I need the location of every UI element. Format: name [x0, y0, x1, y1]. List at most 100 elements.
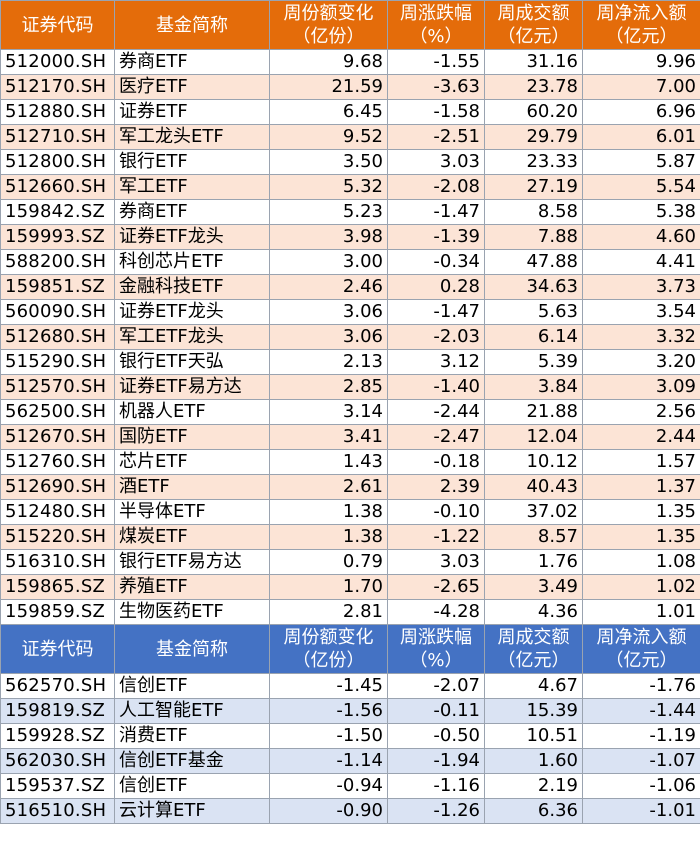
cell-return: -2.44	[387, 399, 485, 425]
outflow-header-row: 证券代码 基金简称 周份额变化 （亿份） 周涨跌幅 （%） 周成交额 （亿元） 周净流…	[0, 624, 700, 674]
cell-net-inflow: 1.35	[582, 524, 700, 550]
cell-turnover: 3.84	[484, 374, 583, 400]
table-row: 512710.SH 军工龙头ETF 9.52 -2.51 29.79 6.01	[0, 124, 700, 150]
cell-code: 159865.SZ	[0, 574, 115, 600]
cell-code: 512670.SH	[0, 424, 115, 450]
table-row: 159851.SZ 金融科技ETF 2.46 0.28 34.63 3.73	[0, 274, 700, 300]
cell-name: 信创ETF	[114, 673, 270, 699]
cell-code: 512760.SH	[0, 449, 115, 475]
cell-turnover: 4.36	[484, 599, 583, 625]
header-code: 证券代码	[0, 0, 115, 50]
cell-share-change: 3.50	[269, 149, 388, 175]
cell-turnover: 31.16	[484, 49, 583, 75]
cell-share-change: 2.13	[269, 349, 388, 375]
cell-name: 国防ETF	[114, 424, 270, 450]
cell-share-change: 9.68	[269, 49, 388, 75]
cell-name: 生物医药ETF	[114, 599, 270, 625]
table-row: 512660.SH 军工ETF 5.32 -2.08 27.19 5.54	[0, 174, 700, 200]
cell-code: 512170.SH	[0, 74, 115, 100]
cell-share-change: -1.50	[269, 723, 388, 749]
cell-turnover: 21.88	[484, 399, 583, 425]
cell-turnover: 5.63	[484, 299, 583, 325]
table-row: 515290.SH 银行ETF天弘 2.13 3.12 5.39 3.20	[0, 349, 700, 375]
cell-return: 3.03	[387, 149, 485, 175]
table-row: 159865.SZ 养殖ETF 1.70 -2.65 3.49 1.02	[0, 574, 700, 600]
cell-name: 金融科技ETF	[114, 274, 270, 300]
table-row: 159842.SZ 券商ETF 5.23 -1.47 8.58 5.38	[0, 199, 700, 225]
cell-return: -1.47	[387, 299, 485, 325]
cell-return: -1.26	[387, 798, 485, 824]
cell-net-inflow: 7.00	[582, 74, 700, 100]
cell-name: 半导体ETF	[114, 499, 270, 525]
cell-net-inflow: -1.44	[582, 698, 700, 724]
cell-turnover: 7.88	[484, 224, 583, 250]
header-return: 周涨跌幅 （%）	[387, 624, 485, 674]
cell-turnover: 10.51	[484, 723, 583, 749]
cell-name: 消费ETF	[114, 723, 270, 749]
cell-code: 562570.SH	[0, 673, 115, 699]
cell-share-change: 3.06	[269, 324, 388, 350]
cell-net-inflow: 1.57	[582, 449, 700, 475]
cell-turnover: 6.36	[484, 798, 583, 824]
cell-net-inflow: 3.54	[582, 299, 700, 325]
cell-share-change: 2.61	[269, 474, 388, 500]
cell-code: 159928.SZ	[0, 723, 115, 749]
table-row: 159819.SZ 人工智能ETF -1.56 -0.11 15.39 -1.44	[0, 698, 700, 724]
cell-net-inflow: 6.96	[582, 99, 700, 125]
cell-turnover: 3.49	[484, 574, 583, 600]
cell-name: 信创ETF基金	[114, 748, 270, 774]
table-row: 560090.SH 证券ETF龙头 3.06 -1.47 5.63 3.54	[0, 299, 700, 325]
cell-turnover: 40.43	[484, 474, 583, 500]
header-turnover: 周成交额 （亿元）	[484, 624, 583, 674]
cell-turnover: 8.57	[484, 524, 583, 550]
cell-code: 512660.SH	[0, 174, 115, 200]
cell-share-change: -1.45	[269, 673, 388, 699]
cell-turnover: 8.58	[484, 199, 583, 225]
cell-code: 512710.SH	[0, 124, 115, 150]
etf-flow-table: 证券代码 基金简称 周份额变化 （亿份） 周涨跌幅 （%） 周成交额 （亿元） 周净流…	[0, 0, 700, 824]
table-row: 512480.SH 半导体ETF 1.38 -0.10 37.02 1.35	[0, 499, 700, 525]
cell-share-change: 3.06	[269, 299, 388, 325]
table-row: 562030.SH 信创ETF基金 -1.14 -1.94 1.60 -1.07	[0, 748, 700, 774]
cell-code: 512690.SH	[0, 474, 115, 500]
cell-return: -0.11	[387, 698, 485, 724]
cell-net-inflow: -1.76	[582, 673, 700, 699]
cell-net-inflow: 1.08	[582, 549, 700, 575]
cell-turnover: 12.04	[484, 424, 583, 450]
cell-net-inflow: 3.32	[582, 324, 700, 350]
cell-return: -2.07	[387, 673, 485, 699]
cell-name: 酒ETF	[114, 474, 270, 500]
cell-return: -0.34	[387, 249, 485, 275]
cell-net-inflow: -1.06	[582, 773, 700, 799]
cell-name: 军工ETF	[114, 174, 270, 200]
table-row: 516310.SH 银行ETF易方达 0.79 3.03 1.76 1.08	[0, 549, 700, 575]
cell-turnover: 23.33	[484, 149, 583, 175]
table-row: 512690.SH 酒ETF 2.61 2.39 40.43 1.37	[0, 474, 700, 500]
cell-net-inflow: 9.96	[582, 49, 700, 75]
cell-share-change: -0.90	[269, 798, 388, 824]
table-row: 562500.SH 机器人ETF 3.14 -2.44 21.88 2.56	[0, 399, 700, 425]
cell-net-inflow: 1.37	[582, 474, 700, 500]
cell-turnover: 10.12	[484, 449, 583, 475]
table-row: 159928.SZ 消费ETF -1.50 -0.50 10.51 -1.19	[0, 723, 700, 749]
outflow-rows: 562570.SH 信创ETF -1.45 -2.07 4.67 -1.76 159819.…	[0, 673, 700, 824]
header-name: 基金简称	[114, 0, 270, 50]
cell-net-inflow: 2.56	[582, 399, 700, 425]
cell-name: 银行ETF	[114, 149, 270, 175]
cell-share-change: 2.85	[269, 374, 388, 400]
cell-turnover: 23.78	[484, 74, 583, 100]
table-row: 516510.SH 云计算ETF -0.90 -1.26 6.36 -1.01	[0, 798, 700, 824]
header-share-change: 周份额变化 （亿份）	[269, 0, 388, 50]
cell-turnover: 1.76	[484, 549, 583, 575]
header-net-inflow: 周净流入额 （亿元）	[582, 624, 700, 674]
cell-net-inflow: -1.07	[582, 748, 700, 774]
table-row: 512000.SH 券商ETF 9.68 -1.55 31.16 9.96	[0, 49, 700, 75]
cell-turnover: 60.20	[484, 99, 583, 125]
cell-turnover: 5.39	[484, 349, 583, 375]
cell-code: 562030.SH	[0, 748, 115, 774]
cell-name: 信创ETF	[114, 773, 270, 799]
cell-return: 3.03	[387, 549, 485, 575]
cell-code: 512880.SH	[0, 99, 115, 125]
cell-return: -1.40	[387, 374, 485, 400]
cell-name: 证券ETF龙头	[114, 299, 270, 325]
